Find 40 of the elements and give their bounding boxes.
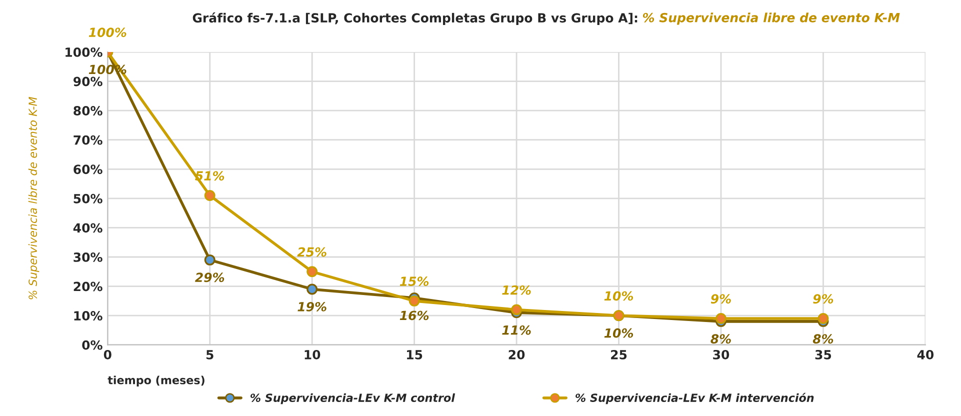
chart-subtitle: % Supervivencia libre de evento K-M (642, 12, 900, 25)
x-tick-label: 40 (917, 350, 934, 360)
x-axis-title: tiempo (meses) (108, 376, 204, 386)
data-label: 10% (604, 291, 634, 301)
x-tick-label: 15 (407, 350, 422, 360)
x-tick-label: 10 (304, 350, 320, 360)
x-tick-label: 35 (815, 350, 832, 360)
data-label: 8% (812, 334, 834, 344)
y-tick-label: 10% (74, 311, 102, 321)
x-tick-label: 30 (713, 350, 730, 360)
data-label: 16% (400, 310, 429, 320)
data-label: 29% (194, 272, 224, 282)
y-tick-label: 90% (73, 76, 102, 86)
data-label: 12% (502, 285, 531, 295)
y-tick-label: 20% (74, 282, 102, 292)
x-tick-label: 25 (611, 350, 627, 360)
y-tick-label: 40% (73, 223, 102, 233)
data-label: 9% (710, 294, 731, 304)
data-label: 19% (298, 302, 326, 312)
data-label: 11% (502, 325, 531, 335)
y-axis-title: % Supervivencia libre de evento K-M (28, 96, 40, 300)
x-tick-label: 20 (508, 350, 525, 360)
x-tick-label: 5 (206, 350, 214, 360)
y-tick-label: 0% (82, 340, 102, 350)
x-tick-label: 0 (104, 350, 112, 360)
y-tick-label: 30% (74, 252, 102, 262)
data-label: 10% (604, 328, 634, 338)
y-tick-label: 100% (66, 47, 102, 57)
legend-label: % Supervivencia-LEv K-M control (250, 393, 456, 404)
data-label: 25% (297, 247, 326, 257)
chart-title: Gráfico fs-7.1.a [SLP, Cohortes Completas Grupo B vs Grupo A]: (192, 12, 638, 26)
data-label: 8% (710, 334, 731, 344)
y-tick-label: 50% (74, 194, 102, 204)
y-tick-label: 70% (74, 135, 102, 145)
data-label: 100% (88, 28, 126, 38)
y-tick-label: 60% (74, 164, 102, 174)
data-label: 9% (813, 294, 834, 304)
y-tick-label: 80% (74, 106, 102, 116)
data-label: 15% (400, 276, 429, 286)
legend-label: % Supervivencia-LEv K-M intervención (576, 392, 814, 404)
